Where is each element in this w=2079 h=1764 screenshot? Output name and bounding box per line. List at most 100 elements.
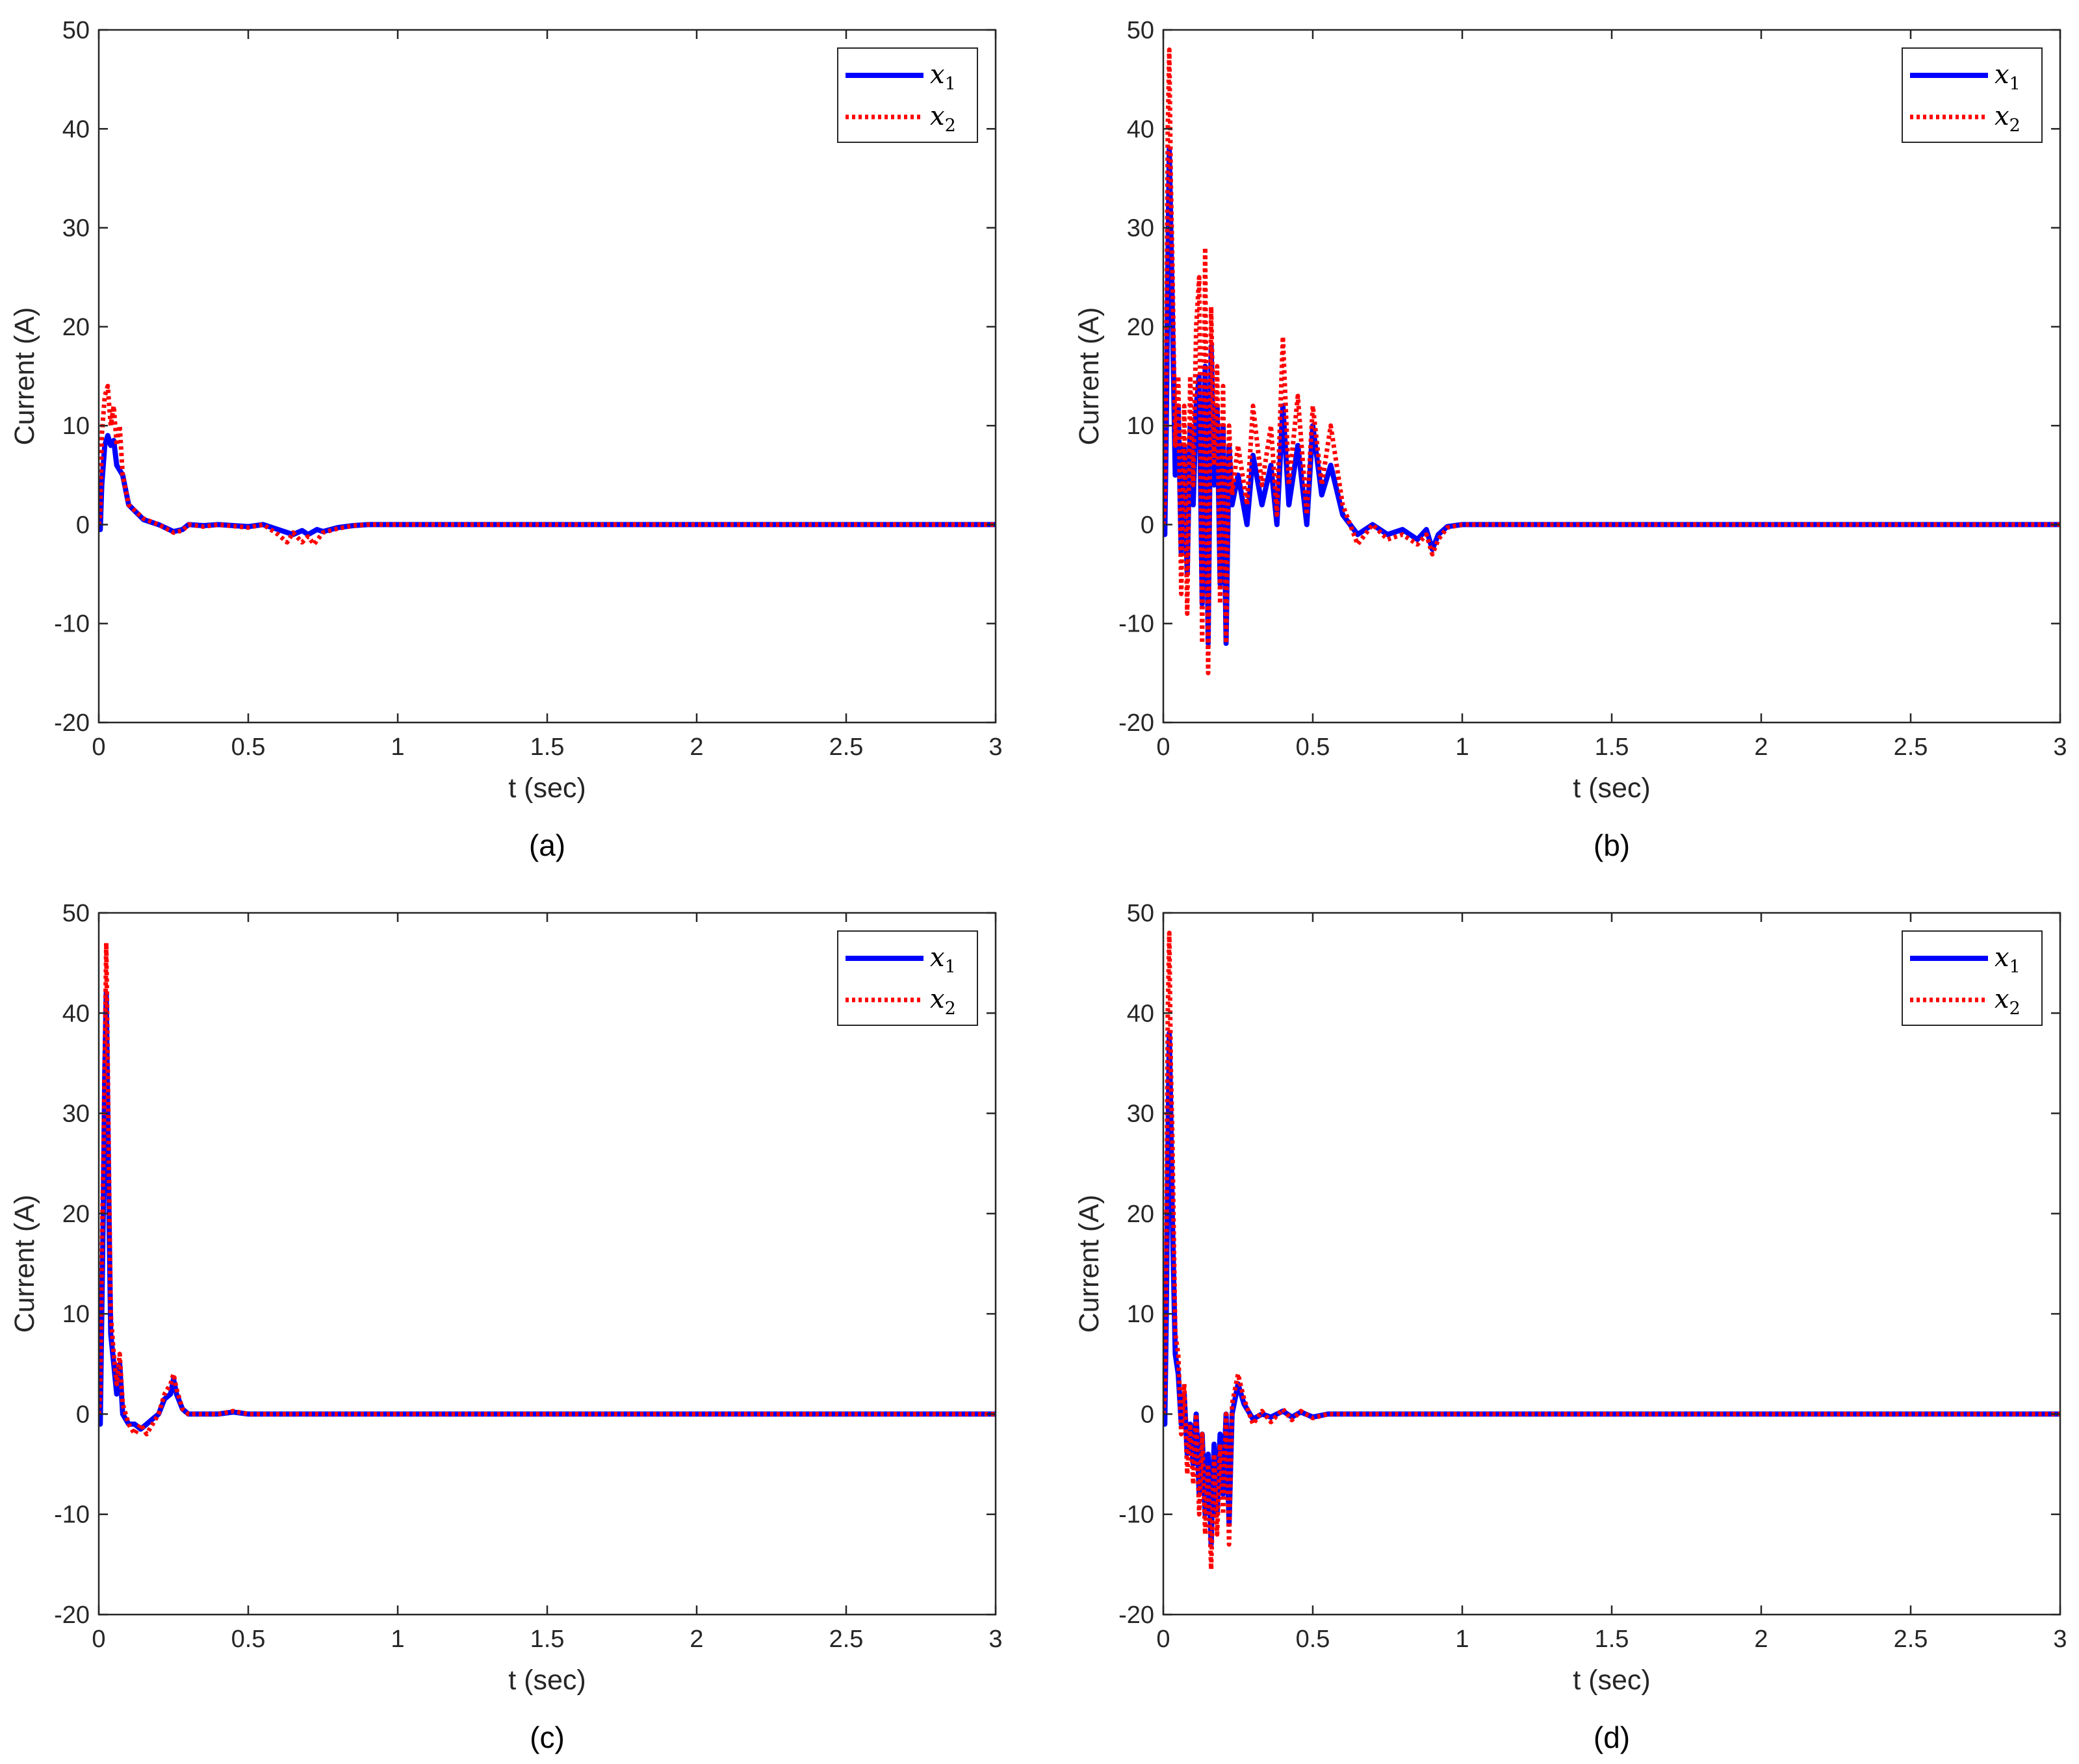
legend-box bbox=[837, 47, 978, 143]
x-tick-label: 2.5 bbox=[829, 1626, 864, 1653]
x-axis-label: t (sec) bbox=[1573, 1665, 1650, 1696]
y-axis-label: Current (A) bbox=[9, 1195, 40, 1333]
y-tick-label: 20 bbox=[62, 314, 90, 341]
y-tick-label: 0 bbox=[76, 1401, 90, 1428]
y-tick-label: 20 bbox=[1127, 314, 1154, 341]
x-axis-label: t (sec) bbox=[1573, 773, 1650, 804]
y-tick-label: 40 bbox=[1127, 1000, 1154, 1027]
panel-label: (b) bbox=[1594, 828, 1630, 862]
x-tick-label: 0 bbox=[92, 1626, 105, 1653]
x-tick-label: 1 bbox=[391, 734, 404, 761]
panel-label: (c) bbox=[530, 1720, 565, 1754]
x-tick-label: 0.5 bbox=[231, 1626, 266, 1653]
y-tick-label: 50 bbox=[1127, 17, 1154, 44]
x-tick-label: 3 bbox=[988, 1626, 1002, 1653]
panel-label: (d) bbox=[1594, 1720, 1630, 1754]
y-tick-label: -20 bbox=[1118, 709, 1154, 737]
series-line-x2 bbox=[1163, 47, 2060, 676]
y-tick-label: 10 bbox=[62, 1301, 90, 1328]
x-tick-label: 3 bbox=[988, 734, 1002, 761]
x-tick-label: 1 bbox=[1455, 1626, 1469, 1653]
y-tick-label: -10 bbox=[54, 1502, 90, 1529]
x-tick-label: 1.5 bbox=[1595, 1626, 1629, 1653]
series-line-x2 bbox=[99, 940, 996, 1437]
y-tick-label: -20 bbox=[1118, 1602, 1154, 1629]
series-group bbox=[1163, 930, 2060, 1572]
series-group bbox=[1163, 47, 2060, 676]
x-tick-label: 1.5 bbox=[530, 1626, 565, 1653]
y-tick-label: 30 bbox=[62, 215, 90, 242]
y-tick-label: 30 bbox=[1127, 215, 1154, 242]
legend-label-x1: x1 bbox=[930, 943, 956, 977]
y-tick-label: -10 bbox=[1118, 611, 1154, 638]
y-tick-label: 40 bbox=[62, 1000, 90, 1027]
y-tick-label: 50 bbox=[62, 900, 90, 927]
y-tick-label: 40 bbox=[1127, 116, 1154, 143]
chart-panel-4: 0 0.5 1 1.5 2 2.5 3 -20 -10 0 10 20 30 40 50 t (sec) Cur… bbox=[1074, 900, 2067, 1754]
legend-box bbox=[1902, 47, 2043, 143]
x-tick-label: 0 bbox=[1156, 1626, 1170, 1653]
x-tick-label: 1.5 bbox=[1595, 734, 1629, 761]
plot-area bbox=[99, 913, 996, 1615]
x-tick-label: 2.5 bbox=[829, 734, 864, 761]
y-tick-label: 20 bbox=[1127, 1201, 1154, 1228]
legend-label-x2: x2 bbox=[930, 984, 956, 1019]
panel-label: (a) bbox=[529, 828, 565, 862]
x-tick-label: 2 bbox=[690, 734, 703, 761]
legend-box bbox=[1902, 930, 2043, 1026]
legend-label-x2: x2 bbox=[1995, 101, 2021, 136]
x-tick-label: 2 bbox=[690, 1626, 703, 1653]
plot-area bbox=[1163, 913, 2060, 1615]
x-tick-label: 0 bbox=[1156, 734, 1170, 761]
series-line-x2 bbox=[1163, 930, 2060, 1572]
y-tick-label: 30 bbox=[1127, 1101, 1154, 1128]
series-line-x2 bbox=[99, 383, 996, 547]
y-tick-label: -10 bbox=[54, 611, 90, 638]
y-tick-label: 10 bbox=[1127, 1301, 1154, 1328]
x-axis-label: t (sec) bbox=[508, 1665, 586, 1696]
series-group bbox=[99, 383, 996, 547]
legend-box bbox=[837, 930, 978, 1026]
series-group bbox=[99, 940, 996, 1437]
y-tick-label: 50 bbox=[1127, 900, 1154, 927]
y-axis-label: Current (A) bbox=[1074, 307, 1105, 446]
x-axis-label: t (sec) bbox=[508, 773, 586, 804]
y-tick-label: 20 bbox=[62, 1201, 90, 1228]
legend-label-x2: x2 bbox=[930, 101, 956, 136]
y-tick-label: 0 bbox=[1141, 511, 1154, 539]
legend-label-x2: x2 bbox=[1995, 984, 2021, 1019]
x-tick-label: 2.5 bbox=[1894, 734, 1928, 761]
x-tick-label: 2.5 bbox=[1894, 1626, 1928, 1653]
chart-panel-2: 0 0.5 1 1.5 2 2.5 3 -20 -10 0 10 20 30 40 50 t (sec) Cur… bbox=[1074, 17, 2067, 862]
y-axis-label: Current (A) bbox=[1074, 1195, 1105, 1333]
plot-area bbox=[1163, 30, 2060, 722]
y-axis-label: Current (A) bbox=[9, 307, 40, 446]
chart-panel-1: 0 0.5 1 1.5 2 2.5 3 -20 -10 0 10 20 30 40 50 t (sec) Cur… bbox=[9, 17, 1003, 862]
x-tick-label: 1 bbox=[1455, 734, 1469, 761]
legend-label-x1: x1 bbox=[930, 60, 956, 94]
x-tick-label: 0 bbox=[92, 734, 105, 761]
x-tick-label: 2 bbox=[1754, 734, 1768, 761]
y-tick-label: 50 bbox=[62, 17, 90, 44]
y-tick-label: 0 bbox=[76, 511, 90, 539]
x-tick-label: 0.5 bbox=[1296, 1626, 1330, 1653]
x-tick-label: 0.5 bbox=[1296, 734, 1330, 761]
y-tick-label: 10 bbox=[1127, 413, 1154, 440]
y-tick-label: 40 bbox=[62, 116, 90, 143]
y-tick-label: 0 bbox=[1141, 1401, 1154, 1428]
y-tick-label: -20 bbox=[54, 1602, 90, 1629]
x-tick-label: 1.5 bbox=[530, 734, 565, 761]
legend-label-x1: x1 bbox=[1995, 60, 2021, 94]
chart-panel-3: 0 0.5 1 1.5 2 2.5 3 -20 -10 0 10 20 30 40 50 t (sec) Cur… bbox=[9, 900, 1003, 1754]
y-tick-label: 30 bbox=[62, 1101, 90, 1128]
x-tick-label: 2 bbox=[1754, 1626, 1768, 1653]
y-tick-label: -10 bbox=[1118, 1502, 1154, 1529]
legend-label-x1: x1 bbox=[1995, 943, 2021, 977]
x-tick-label: 3 bbox=[2053, 734, 2067, 761]
x-tick-label: 3 bbox=[2053, 1626, 2067, 1653]
plot-area bbox=[99, 30, 996, 722]
